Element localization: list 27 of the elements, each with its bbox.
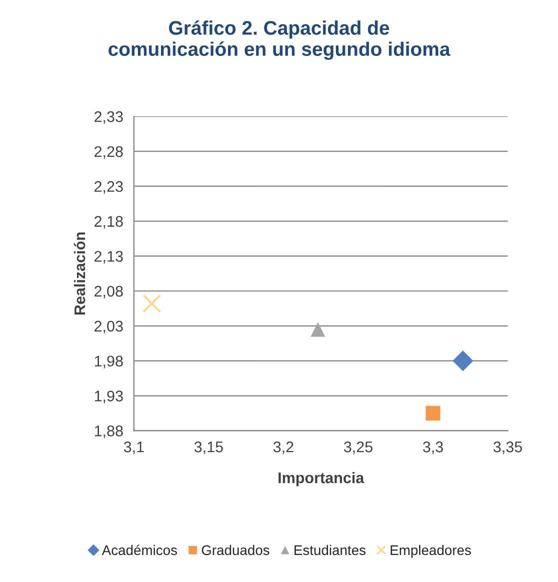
x-tick-label: 3,2 [273, 442, 294, 454]
point [310, 322, 326, 337]
x-tick-label: 3,35 [493, 442, 522, 454]
point [142, 294, 162, 313]
y-tick-label: 2,03 [94, 320, 123, 334]
legend-label: Empleadores [390, 544, 471, 558]
y-tick-label: 2,13 [94, 250, 123, 264]
y-tick-label: 1,98 [94, 356, 123, 368]
y-tick-label: 2,08 [94, 286, 123, 298]
x-axis-title: Importancia [278, 472, 364, 486]
point [426, 406, 440, 421]
y-axis-title: Realización [74, 232, 86, 315]
x-tick-label: 3,1 [124, 442, 144, 454]
x-tick-label: 3,25 [344, 442, 372, 454]
x-tick-label: 3,3 [422, 442, 443, 454]
chart-title: Gráfico 2. Capacidad de comunicación en un segundo idioma [108, 20, 450, 60]
y-tick-label: 2,33 [94, 111, 123, 124]
y-tick-label: 1,88 [94, 426, 123, 438]
y-tick-label: 2,28 [94, 146, 123, 159]
y-tick-label: 2,18 [94, 216, 123, 229]
legend-label: Graduados [202, 544, 270, 556]
y-tick-label: 2,23 [94, 181, 123, 194]
legend-label: Académicos [102, 544, 177, 556]
x-tick-label: 3,15 [194, 442, 223, 454]
legend-label: Estudiantes [294, 544, 366, 556]
point [452, 350, 474, 372]
y-tick-label: 1,93 [94, 390, 123, 404]
